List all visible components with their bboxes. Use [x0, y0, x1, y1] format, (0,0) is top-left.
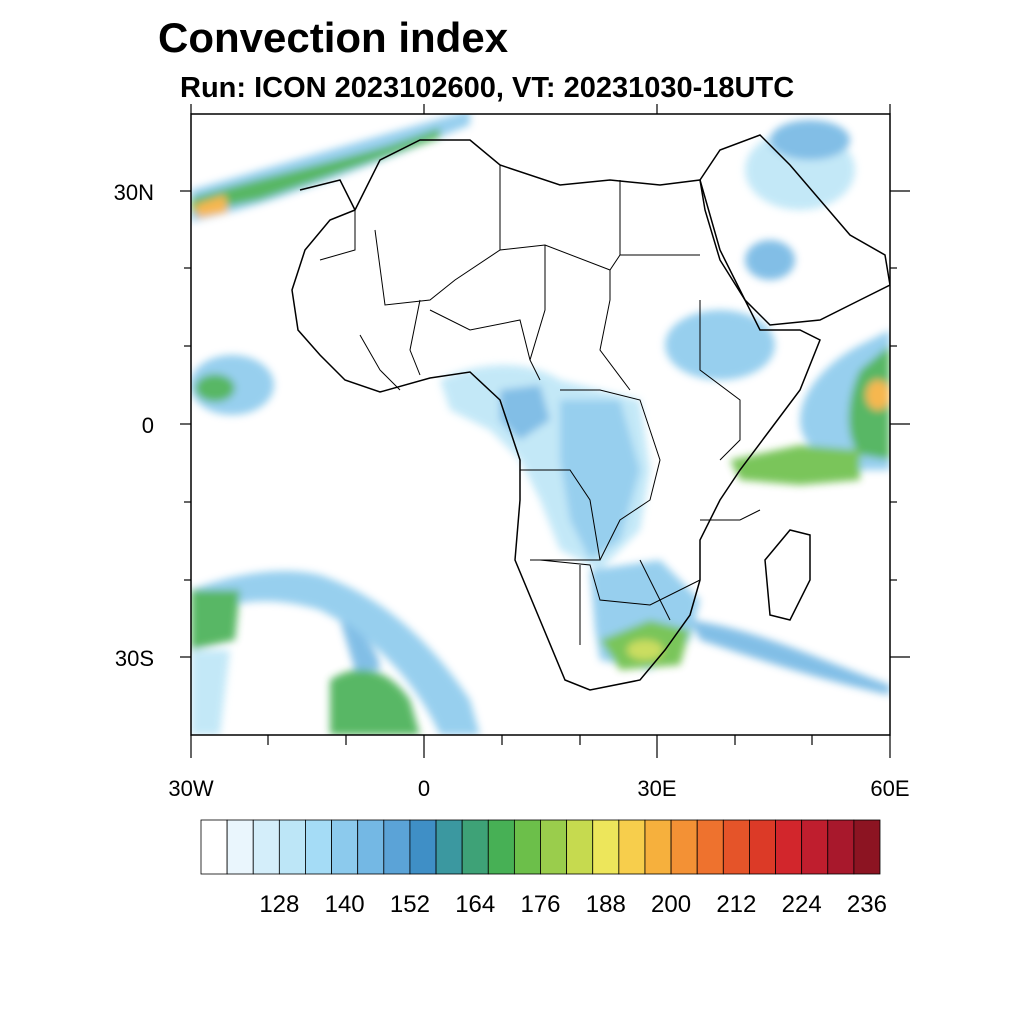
colorbar — [200, 819, 881, 875]
colorbar-swatch — [200, 819, 228, 875]
colorbar-swatch — [618, 819, 646, 875]
lon-label-60e: 60E — [870, 776, 910, 801]
convection-shading — [191, 114, 890, 735]
colorbar-tick-label: 236 — [847, 891, 887, 918]
lat-label-0: 0 — [141, 413, 154, 438]
colorbar-swatch — [827, 819, 855, 875]
lat-label-30s: 30S — [114, 646, 154, 671]
map-ticks — [180, 104, 910, 758]
lon-label-30w: 30W — [168, 776, 214, 801]
colorbar-swatch — [331, 819, 359, 875]
colorbar-tick-label: 224 — [782, 891, 822, 918]
colorbar-swatch — [357, 819, 385, 875]
lat-label-30n: 30N — [113, 180, 154, 205]
colorbar-swatch — [775, 819, 803, 875]
colorbar-tick-label: 200 — [651, 891, 691, 918]
chart-title: Convection index — [158, 14, 509, 61]
lon-label-30e: 30E — [637, 776, 677, 801]
colorbar-swatch — [487, 819, 515, 875]
colorbar-tick-label: 128 — [259, 891, 299, 918]
colorbar-swatch — [278, 819, 306, 875]
colorbar-swatch — [722, 819, 750, 875]
colorbar-swatch — [435, 819, 463, 875]
colorbar-swatch — [644, 819, 672, 875]
colorbar-tick-label: 164 — [455, 891, 495, 918]
colorbar-swatch — [461, 819, 489, 875]
colorbar-tick-label: 140 — [325, 891, 365, 918]
colorbar-swatch — [383, 819, 411, 875]
colorbar-swatch — [801, 819, 829, 875]
colorbar-tick-label: 212 — [716, 891, 756, 918]
colorbar-swatch — [566, 819, 594, 875]
colorbar-tick-label: 176 — [520, 891, 560, 918]
colorbar-tick-label: 188 — [586, 891, 626, 918]
colorbar-swatch — [540, 819, 568, 875]
colorbar-swatch — [853, 819, 881, 875]
colorbar-swatch — [513, 819, 541, 875]
colorbar-labels: 128 140 152 164 176 188 200 212 224 236 — [259, 891, 887, 918]
colorbar-swatch — [592, 819, 620, 875]
colorbar-swatch — [305, 819, 332, 875]
chart-subtitle: Run: ICON 2023102600, VT: 20231030-18UTC — [180, 72, 795, 104]
colorbar-swatch — [749, 819, 776, 875]
colorbar-swatch — [409, 819, 437, 875]
colorbar-tick-label: 152 — [390, 891, 430, 918]
colorbar-swatch — [670, 819, 698, 875]
colorbar-swatch — [226, 819, 254, 875]
country-borders — [319, 165, 761, 645]
colorbar-swatch — [696, 819, 724, 875]
colorbar-swatch — [252, 819, 280, 875]
lon-label-0: 0 — [417, 776, 431, 801]
